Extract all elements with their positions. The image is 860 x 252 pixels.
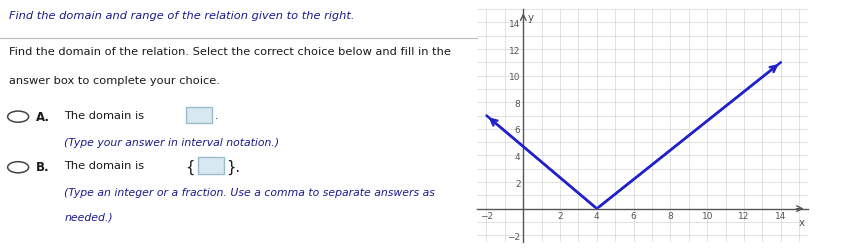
Text: The domain is: The domain is [64,160,144,170]
Text: (Type your answer in interval notation.): (Type your answer in interval notation.) [64,137,280,147]
Text: (Type an integer or a fraction. Use a comma to separate answers as: (Type an integer or a fraction. Use a co… [64,188,435,198]
Text: Find the domain and range of the relation given to the right.: Find the domain and range of the relatio… [9,11,354,21]
Text: B.: B. [36,160,49,173]
Text: Find the domain of the relation. Select the correct choice below and fill in the: Find the domain of the relation. Select … [9,47,451,57]
Text: y: y [528,13,534,23]
Text: x: x [799,217,805,227]
Text: A.: A. [36,110,50,123]
Text: answer box to complete your choice.: answer box to complete your choice. [9,76,219,86]
Text: .: . [215,110,218,120]
FancyBboxPatch shape [198,158,224,174]
Text: needed.): needed.) [64,212,113,222]
Text: }.: }. [226,159,240,174]
Text: The domain is: The domain is [64,110,144,120]
FancyBboxPatch shape [186,107,212,123]
Text: {: { [185,159,194,174]
